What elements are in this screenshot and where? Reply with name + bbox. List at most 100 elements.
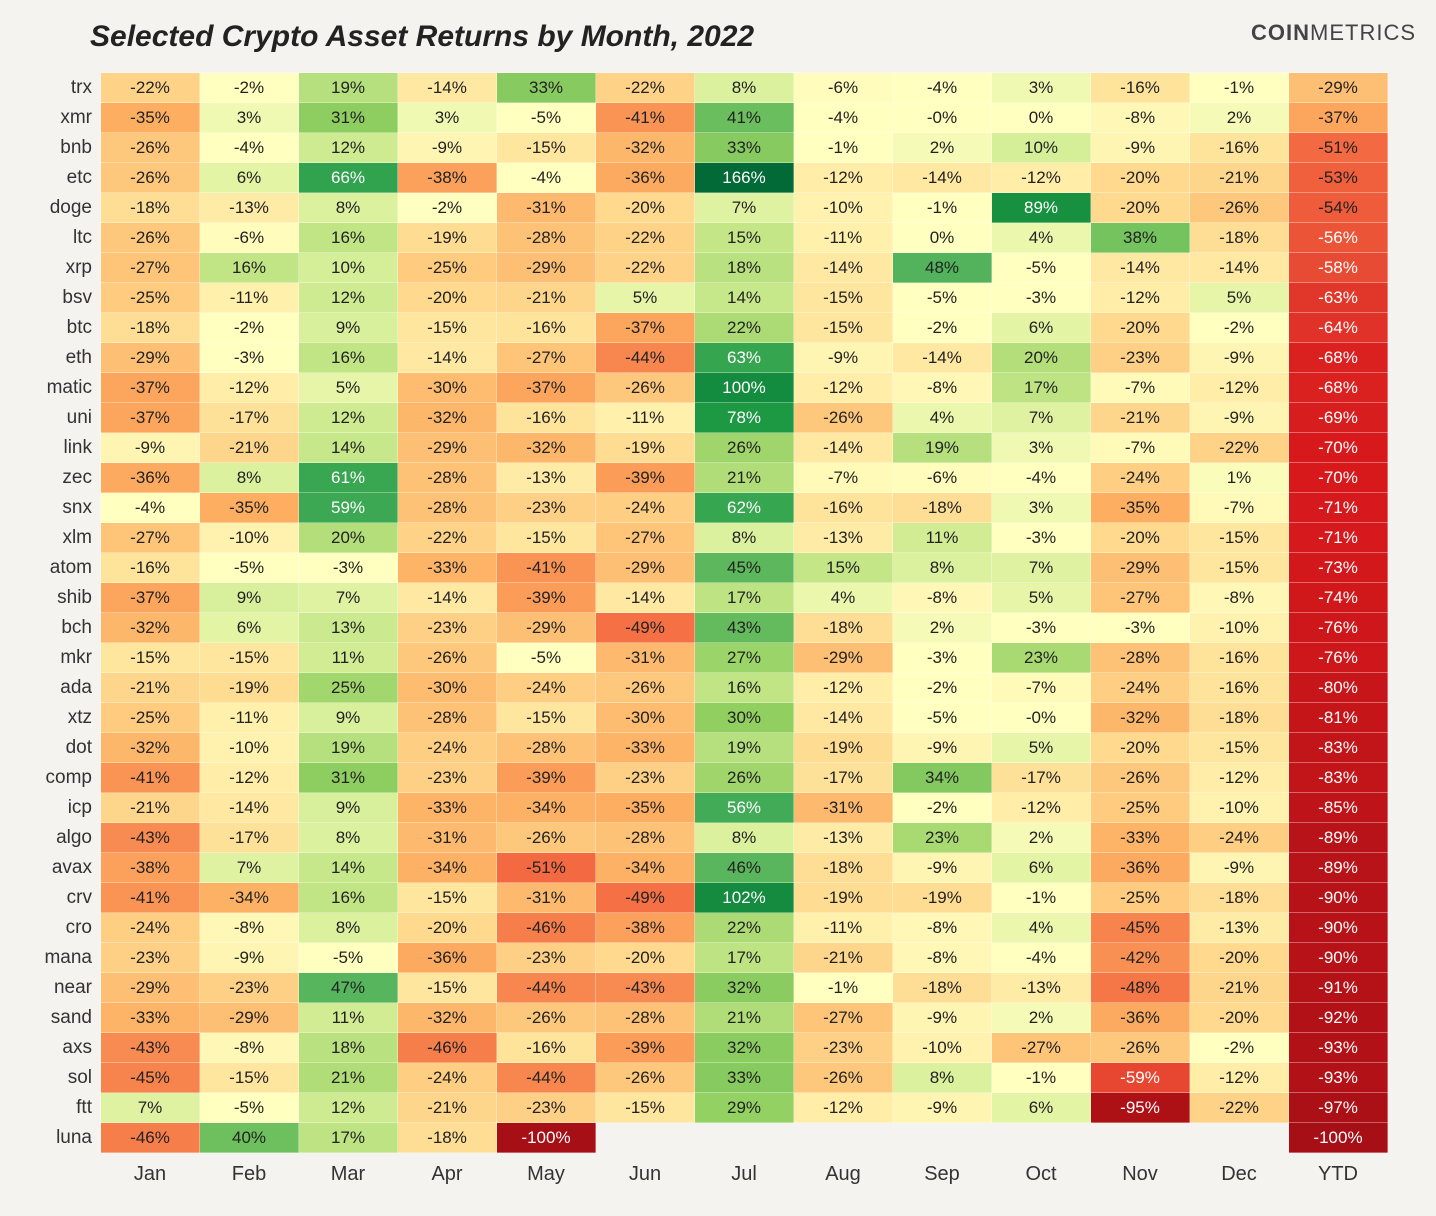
heatmap-cell: -26% (596, 673, 695, 703)
row-label: shib (20, 583, 101, 613)
heatmap-cell: 17% (299, 1123, 398, 1153)
heatmap-cell: -100% (497, 1123, 596, 1153)
heatmap-cell: -16% (1190, 643, 1289, 673)
heatmap-cell: -43% (101, 1033, 200, 1063)
heatmap-cell: -22% (596, 73, 695, 103)
heatmap-cell: -8% (1091, 103, 1190, 133)
row-label: ltc (20, 223, 101, 253)
heatmap-cell: -21% (497, 283, 596, 313)
heatmap-cell: -37% (101, 403, 200, 433)
heatmap-cell: -27% (101, 523, 200, 553)
heatmap-cell: -33% (101, 1003, 200, 1033)
heatmap-cell: 2% (992, 823, 1091, 853)
heatmap-cell: -4% (992, 463, 1091, 493)
heatmap-cell: -68% (1289, 343, 1388, 373)
heatmap-cell: -32% (1091, 703, 1190, 733)
row-label: ada (20, 673, 101, 703)
heatmap-cell: -11% (200, 283, 299, 313)
row-label: zec (20, 463, 101, 493)
heatmap-cell: -29% (1289, 73, 1388, 103)
row-label: bch (20, 613, 101, 643)
heatmap-cell: -14% (398, 583, 497, 613)
heatmap-cell: -48% (1091, 973, 1190, 1003)
heatmap-cell: -20% (398, 283, 497, 313)
heatmap-cell: -24% (1091, 673, 1190, 703)
heatmap-cell (596, 1123, 695, 1153)
row-label: dot (20, 733, 101, 763)
heatmap-cell: -24% (101, 913, 200, 943)
heatmap-cell: -33% (1091, 823, 1190, 853)
heatmap-cell: -24% (398, 733, 497, 763)
heatmap-cell: -14% (1190, 253, 1289, 283)
heatmap-cell: -5% (992, 253, 1091, 283)
heatmap-cell: 23% (992, 643, 1091, 673)
heatmap-cell (1091, 1123, 1190, 1153)
heatmap-cell: -29% (1091, 553, 1190, 583)
row-label: xmr (20, 103, 101, 133)
row-label: mkr (20, 643, 101, 673)
heatmap-cell: -11% (596, 403, 695, 433)
column-label: YTD (1289, 1153, 1388, 1187)
heatmap-cell: -31% (596, 643, 695, 673)
heatmap-cell: -36% (1091, 1003, 1190, 1033)
heatmap-cell: -7% (794, 463, 893, 493)
heatmap-cell: 21% (299, 1063, 398, 1093)
heatmap-cell: -30% (596, 703, 695, 733)
heatmap-cell: -29% (200, 1003, 299, 1033)
column-label: Sep (893, 1153, 992, 1187)
heatmap-cell: -18% (398, 1123, 497, 1153)
heatmap-cell: -26% (794, 1063, 893, 1093)
heatmap-cell: -15% (1190, 553, 1289, 583)
heatmap-cell: 41% (695, 103, 794, 133)
heatmap-cell: -100% (1289, 1123, 1388, 1153)
heatmap-cell: -18% (1190, 883, 1289, 913)
heatmap-cell: -41% (101, 763, 200, 793)
row-label: comp (20, 763, 101, 793)
heatmap-cell: -15% (794, 313, 893, 343)
heatmap-cell: -25% (398, 253, 497, 283)
heatmap-cell: 0% (992, 103, 1091, 133)
heatmap-cell: -35% (596, 793, 695, 823)
heatmap-cell: -20% (398, 913, 497, 943)
heatmap-cell: 31% (299, 763, 398, 793)
heatmap-cell: 25% (299, 673, 398, 703)
heatmap-cell: -95% (1091, 1093, 1190, 1123)
heatmap-cell: -59% (1091, 1063, 1190, 1093)
heatmap-cell: -12% (992, 793, 1091, 823)
heatmap-cell: -20% (596, 193, 695, 223)
heatmap-cell: -36% (398, 943, 497, 973)
heatmap-cell: -81% (1289, 703, 1388, 733)
chart-title: Selected Crypto Asset Returns by Month, … (90, 20, 754, 54)
heatmap-cell: -8% (1190, 583, 1289, 613)
heatmap-cell: -27% (497, 343, 596, 373)
heatmap-cell: -8% (893, 913, 992, 943)
heatmap-cell: -17% (992, 763, 1091, 793)
heatmap-cell: -8% (893, 943, 992, 973)
heatmap-cell: -37% (1289, 103, 1388, 133)
heatmap-cell: 18% (299, 1033, 398, 1063)
heatmap-cell: -43% (101, 823, 200, 853)
heatmap-cell: 33% (695, 133, 794, 163)
heatmap-cell: 12% (299, 283, 398, 313)
heatmap-cell: -14% (1091, 253, 1190, 283)
heatmap-cell: -19% (794, 733, 893, 763)
heatmap-cell: -16% (794, 493, 893, 523)
row-label: bsv (20, 283, 101, 313)
heatmap-cell: -3% (299, 553, 398, 583)
heatmap-cell: -2% (398, 193, 497, 223)
heatmap-cell: -18% (1190, 223, 1289, 253)
row-label: sand (20, 1003, 101, 1033)
heatmap-cell: -31% (398, 823, 497, 853)
heatmap-cell: -25% (101, 703, 200, 733)
heatmap-cell: -15% (1190, 523, 1289, 553)
heatmap-cell: 8% (299, 823, 398, 853)
heatmap-cell: -9% (893, 853, 992, 883)
heatmap-cell: -16% (101, 553, 200, 583)
heatmap-cell: -20% (1091, 163, 1190, 193)
heatmap-cell: 7% (299, 583, 398, 613)
heatmap-cell: -19% (596, 433, 695, 463)
heatmap-cell: -90% (1289, 943, 1388, 973)
heatmap-cell: 23% (893, 823, 992, 853)
heatmap-cell: 22% (695, 313, 794, 343)
heatmap-cell: 8% (695, 73, 794, 103)
